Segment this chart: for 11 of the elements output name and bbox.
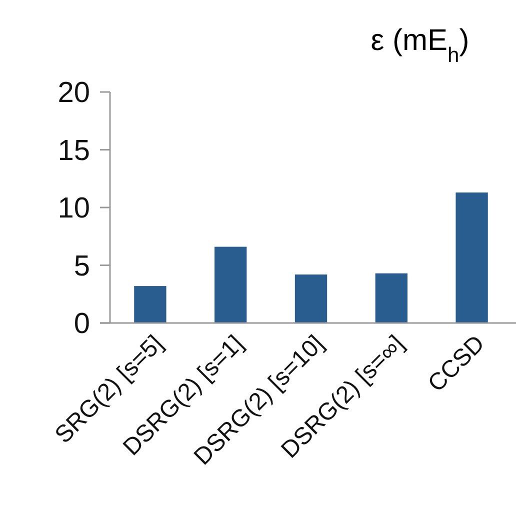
bar xyxy=(214,246,247,323)
chart-title: ε (mE$_{h}$) xyxy=(370,24,470,66)
y-tick-label: 10 xyxy=(58,192,90,225)
bar xyxy=(456,192,488,323)
bar xyxy=(294,274,328,323)
y-tick-label: 0 xyxy=(74,308,90,340)
y-tick-label: 5 xyxy=(74,250,90,282)
bar xyxy=(375,273,408,323)
y-tick-label: 15 xyxy=(58,134,90,167)
y-tick-label: 20 xyxy=(58,77,90,110)
bar xyxy=(134,286,166,323)
